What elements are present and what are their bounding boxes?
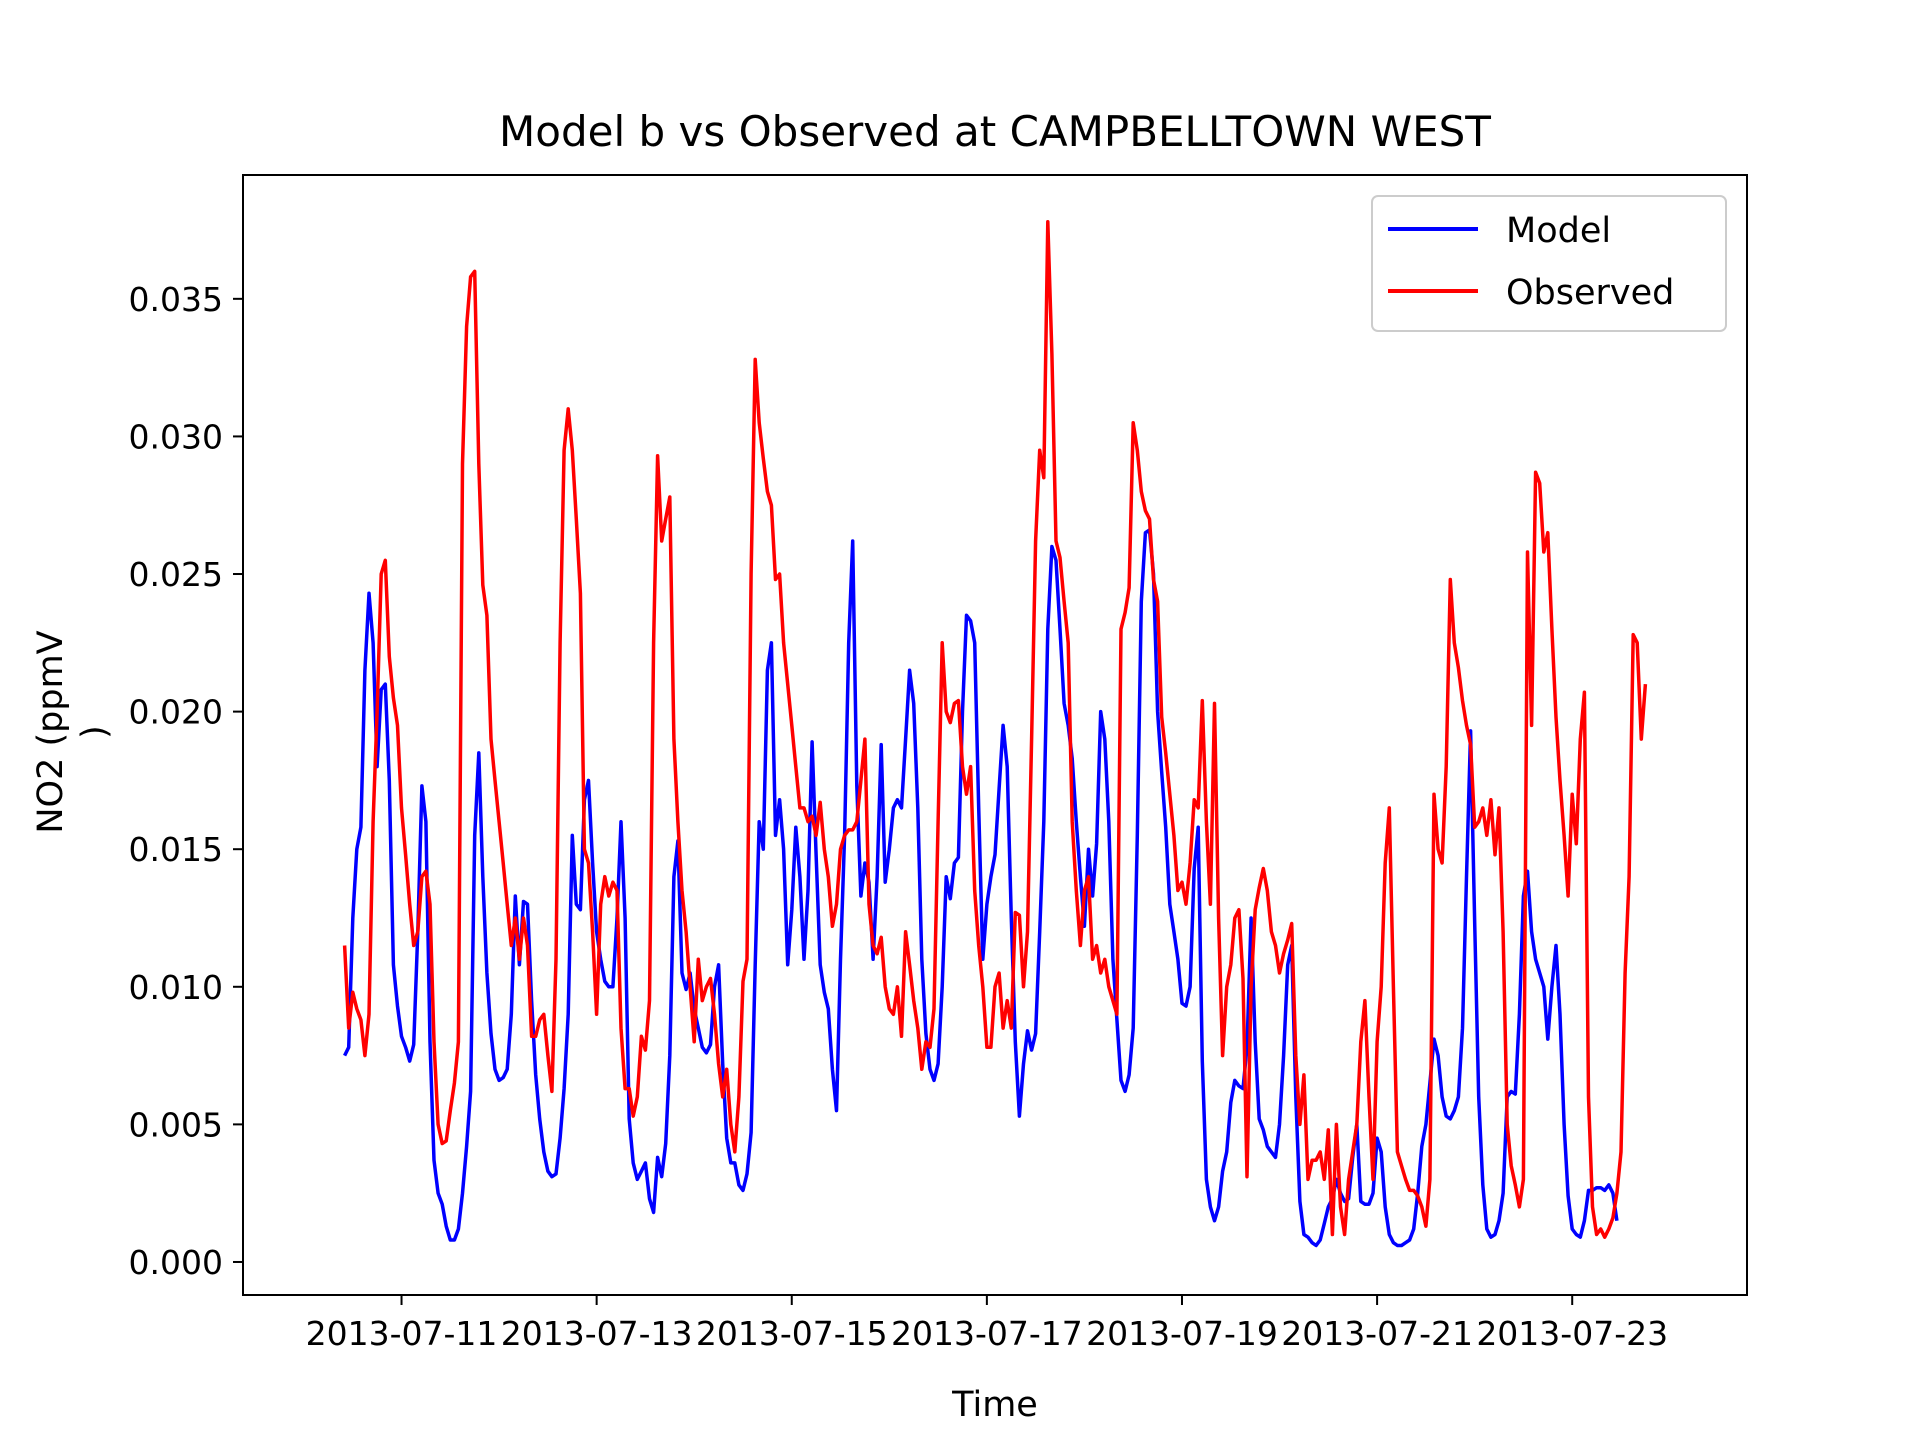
y-tick-label: 0.000: [129, 1243, 223, 1282]
y-tick-label: 0.005: [129, 1105, 223, 1144]
x-tick-label: 2013-07-17: [891, 1314, 1083, 1353]
y-tick-label: 0.035: [129, 280, 223, 319]
x-axis-label: Time: [951, 1385, 1038, 1425]
series-line-observed: [342, 220, 1648, 1239]
y-tick-label: 0.025: [129, 555, 223, 594]
x-axis: 2013-07-11 2013-07-13 2013-07-15 2013-07-17…: [306, 1295, 1668, 1353]
y-tick-label: 0.010: [129, 968, 223, 1007]
legend-label-model: Model: [1506, 211, 1611, 251]
legend: Model Observed: [1371, 195, 1727, 332]
x-tick-label: 2013-07-15: [696, 1314, 888, 1353]
x-tick-label: 2013-07-13: [501, 1314, 693, 1353]
series-line-model: [343, 528, 1619, 1248]
y-axis-label: NO2 (ppmV): [31, 630, 115, 833]
x-tick-label: 2013-07-23: [1476, 1314, 1668, 1353]
chart-title: Model b vs Observed at CAMPBELLTOWN WEST: [499, 107, 1491, 156]
legend-label-observed: Observed: [1506, 273, 1674, 313]
y-axis: 0.000 0.005 0.010 0.015 0.020 0.025 0.030 0.035: [129, 280, 243, 1282]
svg-text:NO2 (ppmV): NO2 (ppmV): [31, 630, 115, 833]
axes-frame: [242, 174, 1748, 1296]
y-tick-label: 0.015: [129, 830, 223, 869]
x-tick-label: 2013-07-11: [306, 1314, 498, 1353]
y-tick-label: 0.020: [129, 693, 223, 732]
x-tick-label: 2013-07-19: [1086, 1314, 1278, 1353]
y-tick-label: 0.030: [129, 417, 223, 456]
x-tick-label: 2013-07-21: [1281, 1314, 1473, 1353]
plot-area: [342, 220, 1648, 1248]
